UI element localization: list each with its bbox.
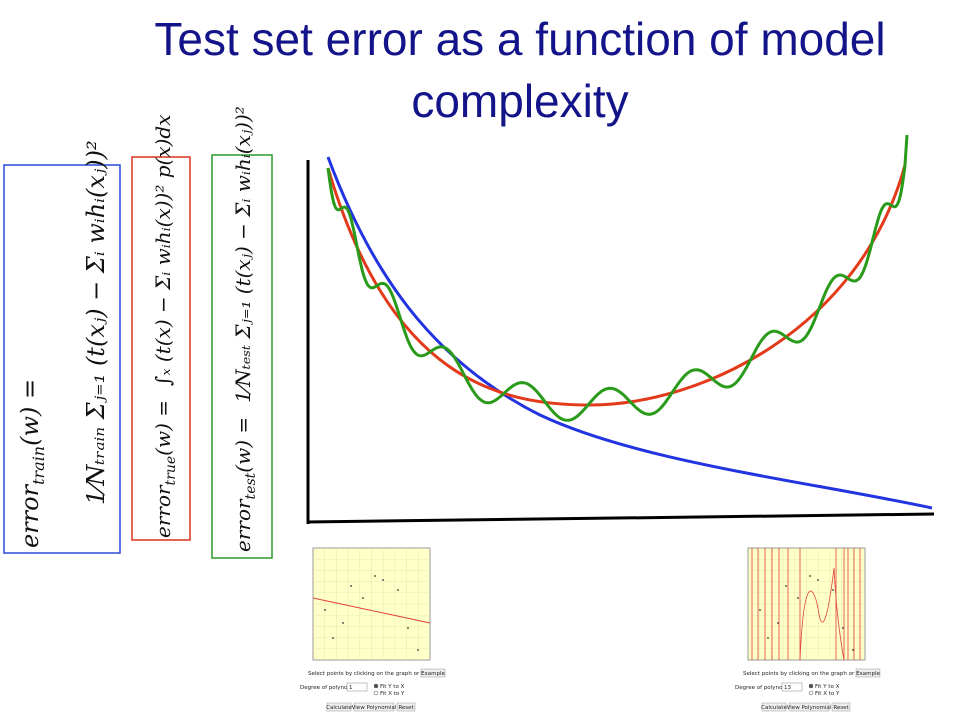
plot-point xyxy=(362,597,364,599)
formula-line: errortest(w) = 1⁄Nₜₑₛₜ Σⱼ₌₁ (t(xⱼ) − Σᵢ w… xyxy=(231,106,259,552)
lhs: error xyxy=(16,483,44,548)
plot-point xyxy=(382,579,384,581)
true-box xyxy=(131,156,191,541)
lhs-arg: (w) = xyxy=(151,400,175,456)
degree-label: Degree of polynomial: xyxy=(300,685,361,691)
plot-point xyxy=(809,575,811,577)
radio-label: Fit Y to X xyxy=(380,684,405,690)
button[interactable] xyxy=(831,702,851,712)
train-box xyxy=(3,164,121,554)
plot-point xyxy=(767,637,769,639)
applet: Select points by clicking on the graph o… xyxy=(300,547,446,712)
plot-point xyxy=(407,627,409,629)
button-label: View Polynomial xyxy=(787,705,832,711)
button-label: Calculate xyxy=(761,705,787,711)
applet: Select points by clicking on the graph o… xyxy=(735,547,881,712)
radio-label: Fit Y to X xyxy=(815,684,840,690)
formula-true: errortrue(w) = ∫ₓ (t(x) − Σᵢ wᵢhᵢ(x))² p(… xyxy=(151,114,179,538)
plot-point xyxy=(852,649,854,651)
button[interactable] xyxy=(353,702,395,712)
plot-point xyxy=(332,637,334,639)
formula-rhs: 1⁄Nₜᵣₐᵢₙ Σⱼ₌₁ (t(xⱼ) − Σᵢ wᵢhᵢ(xⱼ))² xyxy=(82,140,110,505)
lhs-arg: (w) = xyxy=(16,379,44,446)
degree-select[interactable] xyxy=(781,682,803,692)
plot-point xyxy=(759,609,761,611)
example-label: Example xyxy=(856,671,880,677)
lhs-sub: true xyxy=(163,456,179,486)
button-label: Reset xyxy=(398,705,414,711)
test-error-curve xyxy=(326,134,909,422)
radio[interactable] xyxy=(808,683,814,689)
radio[interactable] xyxy=(373,690,379,696)
slide-title: Test set error as a function of model co… xyxy=(154,13,886,127)
button[interactable] xyxy=(761,702,787,712)
button[interactable] xyxy=(788,702,830,712)
plot-point xyxy=(842,627,844,629)
radio-label: Fit X to Y xyxy=(380,691,405,697)
plot-point xyxy=(777,622,779,624)
formula-train: errortrain(w) = 1⁄Nₜᵣₐᵢₙ Σⱼ₌₁ (t(xⱼ) − Σ… xyxy=(16,140,110,548)
plot-point xyxy=(397,589,399,591)
lhs-arg: (w) = xyxy=(231,417,255,473)
instruction: Select points by clicking on the graph o… xyxy=(308,671,436,677)
test-box xyxy=(211,154,273,559)
button-label: Calculate xyxy=(326,705,352,711)
degree-label: Degree of polynomial: xyxy=(735,685,796,691)
lhs: error xyxy=(151,484,175,538)
fit-line xyxy=(312,597,431,624)
button[interactable] xyxy=(396,702,416,712)
plot-point xyxy=(417,649,419,651)
button-label: View Polynomial xyxy=(352,705,397,711)
x-axis xyxy=(306,512,935,524)
radio[interactable] xyxy=(373,683,379,689)
example-label: Example xyxy=(421,671,445,677)
instruction: Select points by clicking on the graph o… xyxy=(743,671,871,677)
button-label: Reset xyxy=(833,705,849,711)
lhs-sub: train xyxy=(29,446,48,485)
lhs: error xyxy=(231,498,255,552)
formula-line: errortrue(w) = ∫ₓ (t(x) − Σᵢ wᵢhᵢ(x))² p(… xyxy=(151,114,179,538)
radio-label: Fit X to Y xyxy=(815,691,840,697)
plot-point xyxy=(832,589,834,591)
plot-point xyxy=(797,597,799,599)
formula-lhs: errortrain(w) = xyxy=(16,379,48,548)
rhs: ∫ₓ (t(x) − Σᵢ wᵢhᵢ(x))² p(x)dx xyxy=(151,114,175,385)
true-error-curve xyxy=(326,164,907,407)
train-error-curve xyxy=(326,156,933,510)
plot-point xyxy=(817,579,819,581)
button[interactable] xyxy=(326,702,352,712)
plot-point xyxy=(350,585,352,587)
example-button[interactable] xyxy=(855,668,881,678)
degree-value: 13 xyxy=(784,685,791,691)
plot-point xyxy=(342,622,344,624)
plot-point xyxy=(785,585,787,587)
lhs-sub: test xyxy=(243,472,259,499)
example-button[interactable] xyxy=(420,668,446,678)
radio[interactable] xyxy=(808,690,814,696)
degree-value: 1 xyxy=(349,685,353,691)
fit-line xyxy=(799,567,845,661)
formula-test: errortest(w) = 1⁄Nₜₑₛₜ Σⱼ₌₁ (t(xⱼ) − Σᵢ w… xyxy=(231,106,259,552)
plot-point xyxy=(324,609,326,611)
plot-point xyxy=(374,575,376,577)
rhs: 1⁄Nₜₑₛₜ Σⱼ₌₁ (t(xⱼ) − Σᵢ wᵢhᵢ(xⱼ))² xyxy=(231,106,255,403)
degree-select[interactable] xyxy=(346,682,368,692)
